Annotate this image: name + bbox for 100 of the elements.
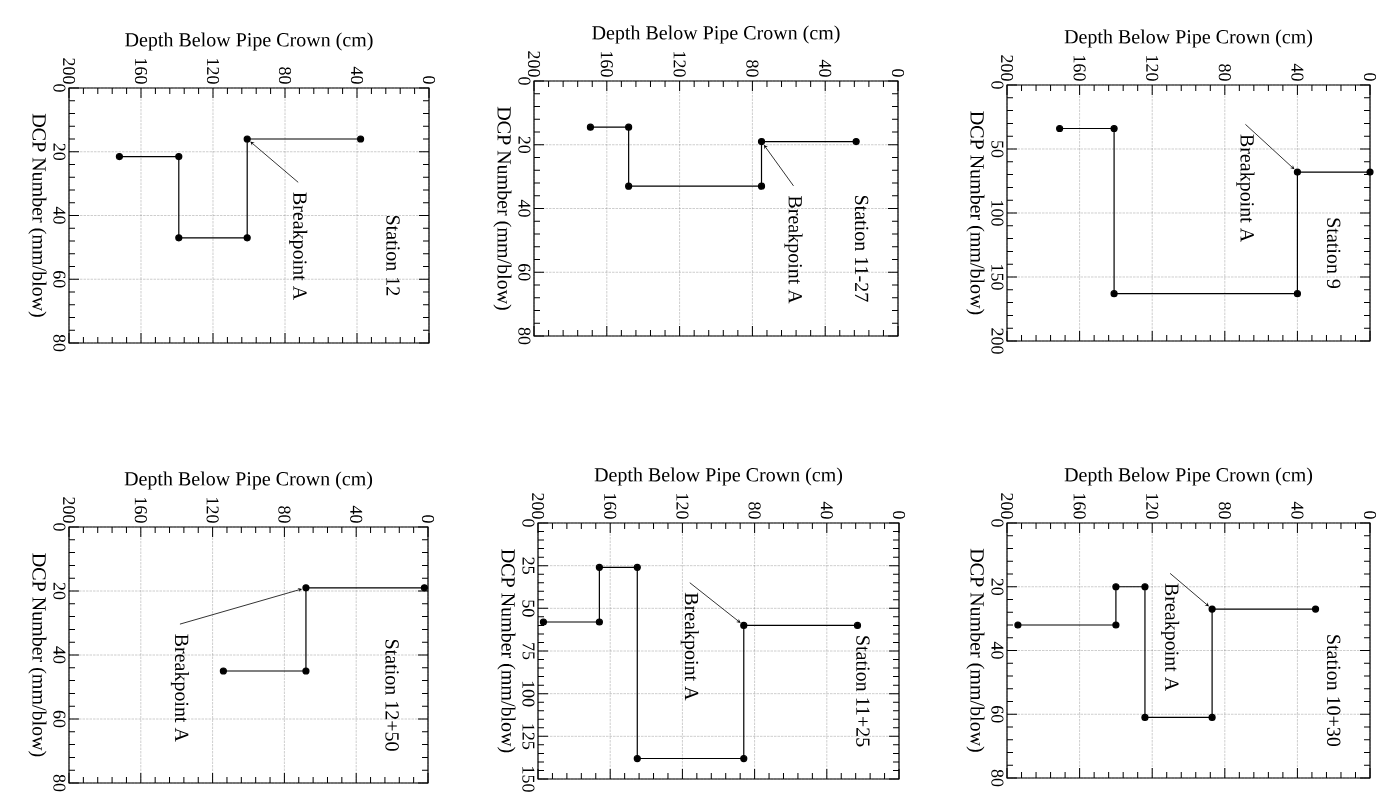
point: [243, 234, 251, 242]
x-tick-label: 0: [892, 511, 906, 519]
point: [1112, 621, 1120, 629]
y-tick-label: 125: [522, 724, 535, 750]
annotation: Breakpoint A: [784, 195, 803, 304]
x-tick-label: 160: [1073, 56, 1086, 81]
point: [1110, 124, 1118, 133]
y-tick-label: 60: [518, 264, 531, 281]
x-axis-title: Depth Below Pipe Crown (cm): [592, 25, 840, 44]
y-tick-label: 0: [991, 81, 1004, 89]
annotation: Breakpoint A: [1161, 583, 1180, 692]
x-tick-label: 120: [673, 52, 686, 77]
y-tick-label: 60: [991, 706, 1004, 723]
point: [1110, 290, 1118, 298]
x-axis-title: Depth Below Pipe Crown (cm): [1064, 467, 1313, 486]
y-tick-label: 20: [53, 582, 66, 600]
y-tick-label: 200: [991, 328, 1004, 354]
annotation: Breakpoint A: [170, 634, 190, 742]
point: [1014, 621, 1022, 629]
x-tick-label: 120: [1146, 494, 1159, 519]
y-tick-label: 40: [518, 199, 531, 217]
x-tick-label: 160: [134, 59, 148, 84]
x-tick-label: 80: [1218, 64, 1231, 81]
point: [595, 563, 603, 571]
point: [1293, 168, 1302, 176]
point: [595, 618, 603, 626]
point: [1311, 605, 1320, 613]
y-tick-label: 20: [518, 136, 531, 154]
x-tick-label: 40: [1291, 63, 1304, 81]
x-tick-label: 80: [278, 67, 292, 84]
text: Station 9: [1326, 218, 1341, 289]
point: [175, 234, 183, 242]
y-tick-label: 150: [522, 767, 535, 792]
x-axis-title: Depth Below Pipe Crown (cm): [594, 467, 843, 486]
point: [175, 152, 183, 161]
x-tick-label: 160: [604, 494, 617, 519]
x-tick-label: 40: [819, 59, 832, 77]
y-tick-label: 150: [991, 265, 1004, 290]
point: [586, 123, 595, 131]
x-tick-label: 0: [1363, 511, 1377, 519]
point: [757, 137, 766, 146]
y-tick-label: 20: [53, 143, 66, 161]
x-tick-label: 80: [748, 502, 761, 519]
point: [625, 182, 633, 190]
point: [1208, 713, 1216, 722]
y-tick-label: 40: [991, 641, 1004, 659]
x-axis-title: Depth Below Pipe Crown (cm): [1064, 29, 1313, 48]
x-tick-label: 120: [1146, 56, 1159, 81]
point: [625, 123, 633, 131]
point: [1141, 713, 1149, 722]
point: [1366, 168, 1374, 176]
x-tick-label: 40: [350, 505, 363, 523]
y-tick-label: 40: [53, 646, 66, 664]
text: Station 11-27: [854, 195, 869, 302]
y-tick-label: 80: [991, 769, 1004, 787]
y-axis-title: DCP Number (mm/blow): [966, 548, 985, 752]
y-axis-title: DCP Number (mm/blow): [28, 113, 47, 317]
y-tick-label: 80: [518, 327, 531, 345]
x-tick-label: 120: [676, 494, 689, 519]
point: [633, 563, 641, 571]
x-tick-label: 0: [1363, 73, 1377, 81]
y-tick-label: 60: [53, 271, 66, 288]
y-axis-title: DCP Number (mm/blow): [493, 106, 512, 310]
x-tick-label: 0: [421, 515, 435, 523]
point: [1208, 605, 1216, 613]
y-tick-label: 100: [522, 681, 535, 707]
point: [633, 754, 641, 763]
x-tick-label: 40: [350, 66, 364, 84]
x-axis-title: Depth Below Pipe Crown (cm): [124, 471, 373, 490]
point: [740, 754, 748, 763]
y-tick-label: 75: [522, 643, 535, 660]
x-tick-label: 80: [278, 506, 291, 523]
text: Station 12: [386, 215, 400, 296]
y-tick-label: 80: [53, 774, 66, 792]
point: [1141, 583, 1149, 591]
text: Station 10+30: [1326, 635, 1341, 747]
y-tick-label: 25: [522, 557, 535, 574]
x-tick-label: 120: [206, 498, 219, 523]
text: Station 12+50: [385, 639, 399, 751]
y-axis-title: DCP Number (mm/blow): [28, 553, 47, 757]
x-tick-label: 40: [1291, 501, 1304, 519]
x-tick-label: 0: [891, 69, 905, 77]
x-tick-label: 160: [600, 52, 613, 77]
text: Station 11+25: [856, 636, 870, 747]
y-axis-title: DCP Number (mm/blow): [497, 549, 516, 753]
point: [740, 621, 748, 629]
x-tick-label: 120: [206, 59, 220, 84]
x-tick-label: 0: [422, 76, 436, 84]
point: [539, 618, 548, 626]
annotation: Breakpoint A: [1236, 134, 1255, 243]
annotation: Breakpoint A: [680, 592, 699, 701]
y-tick-label: 40: [53, 206, 66, 224]
y-tick-label: 0: [53, 523, 66, 531]
y-tick-label: 60: [53, 710, 66, 728]
point: [852, 137, 860, 146]
x-axis-title: Depth Below Pipe Crown (cm): [125, 32, 373, 51]
point: [1056, 124, 1064, 133]
point: [757, 182, 766, 190]
annotation: Breakpoint A: [289, 192, 308, 301]
point: [1112, 583, 1120, 591]
